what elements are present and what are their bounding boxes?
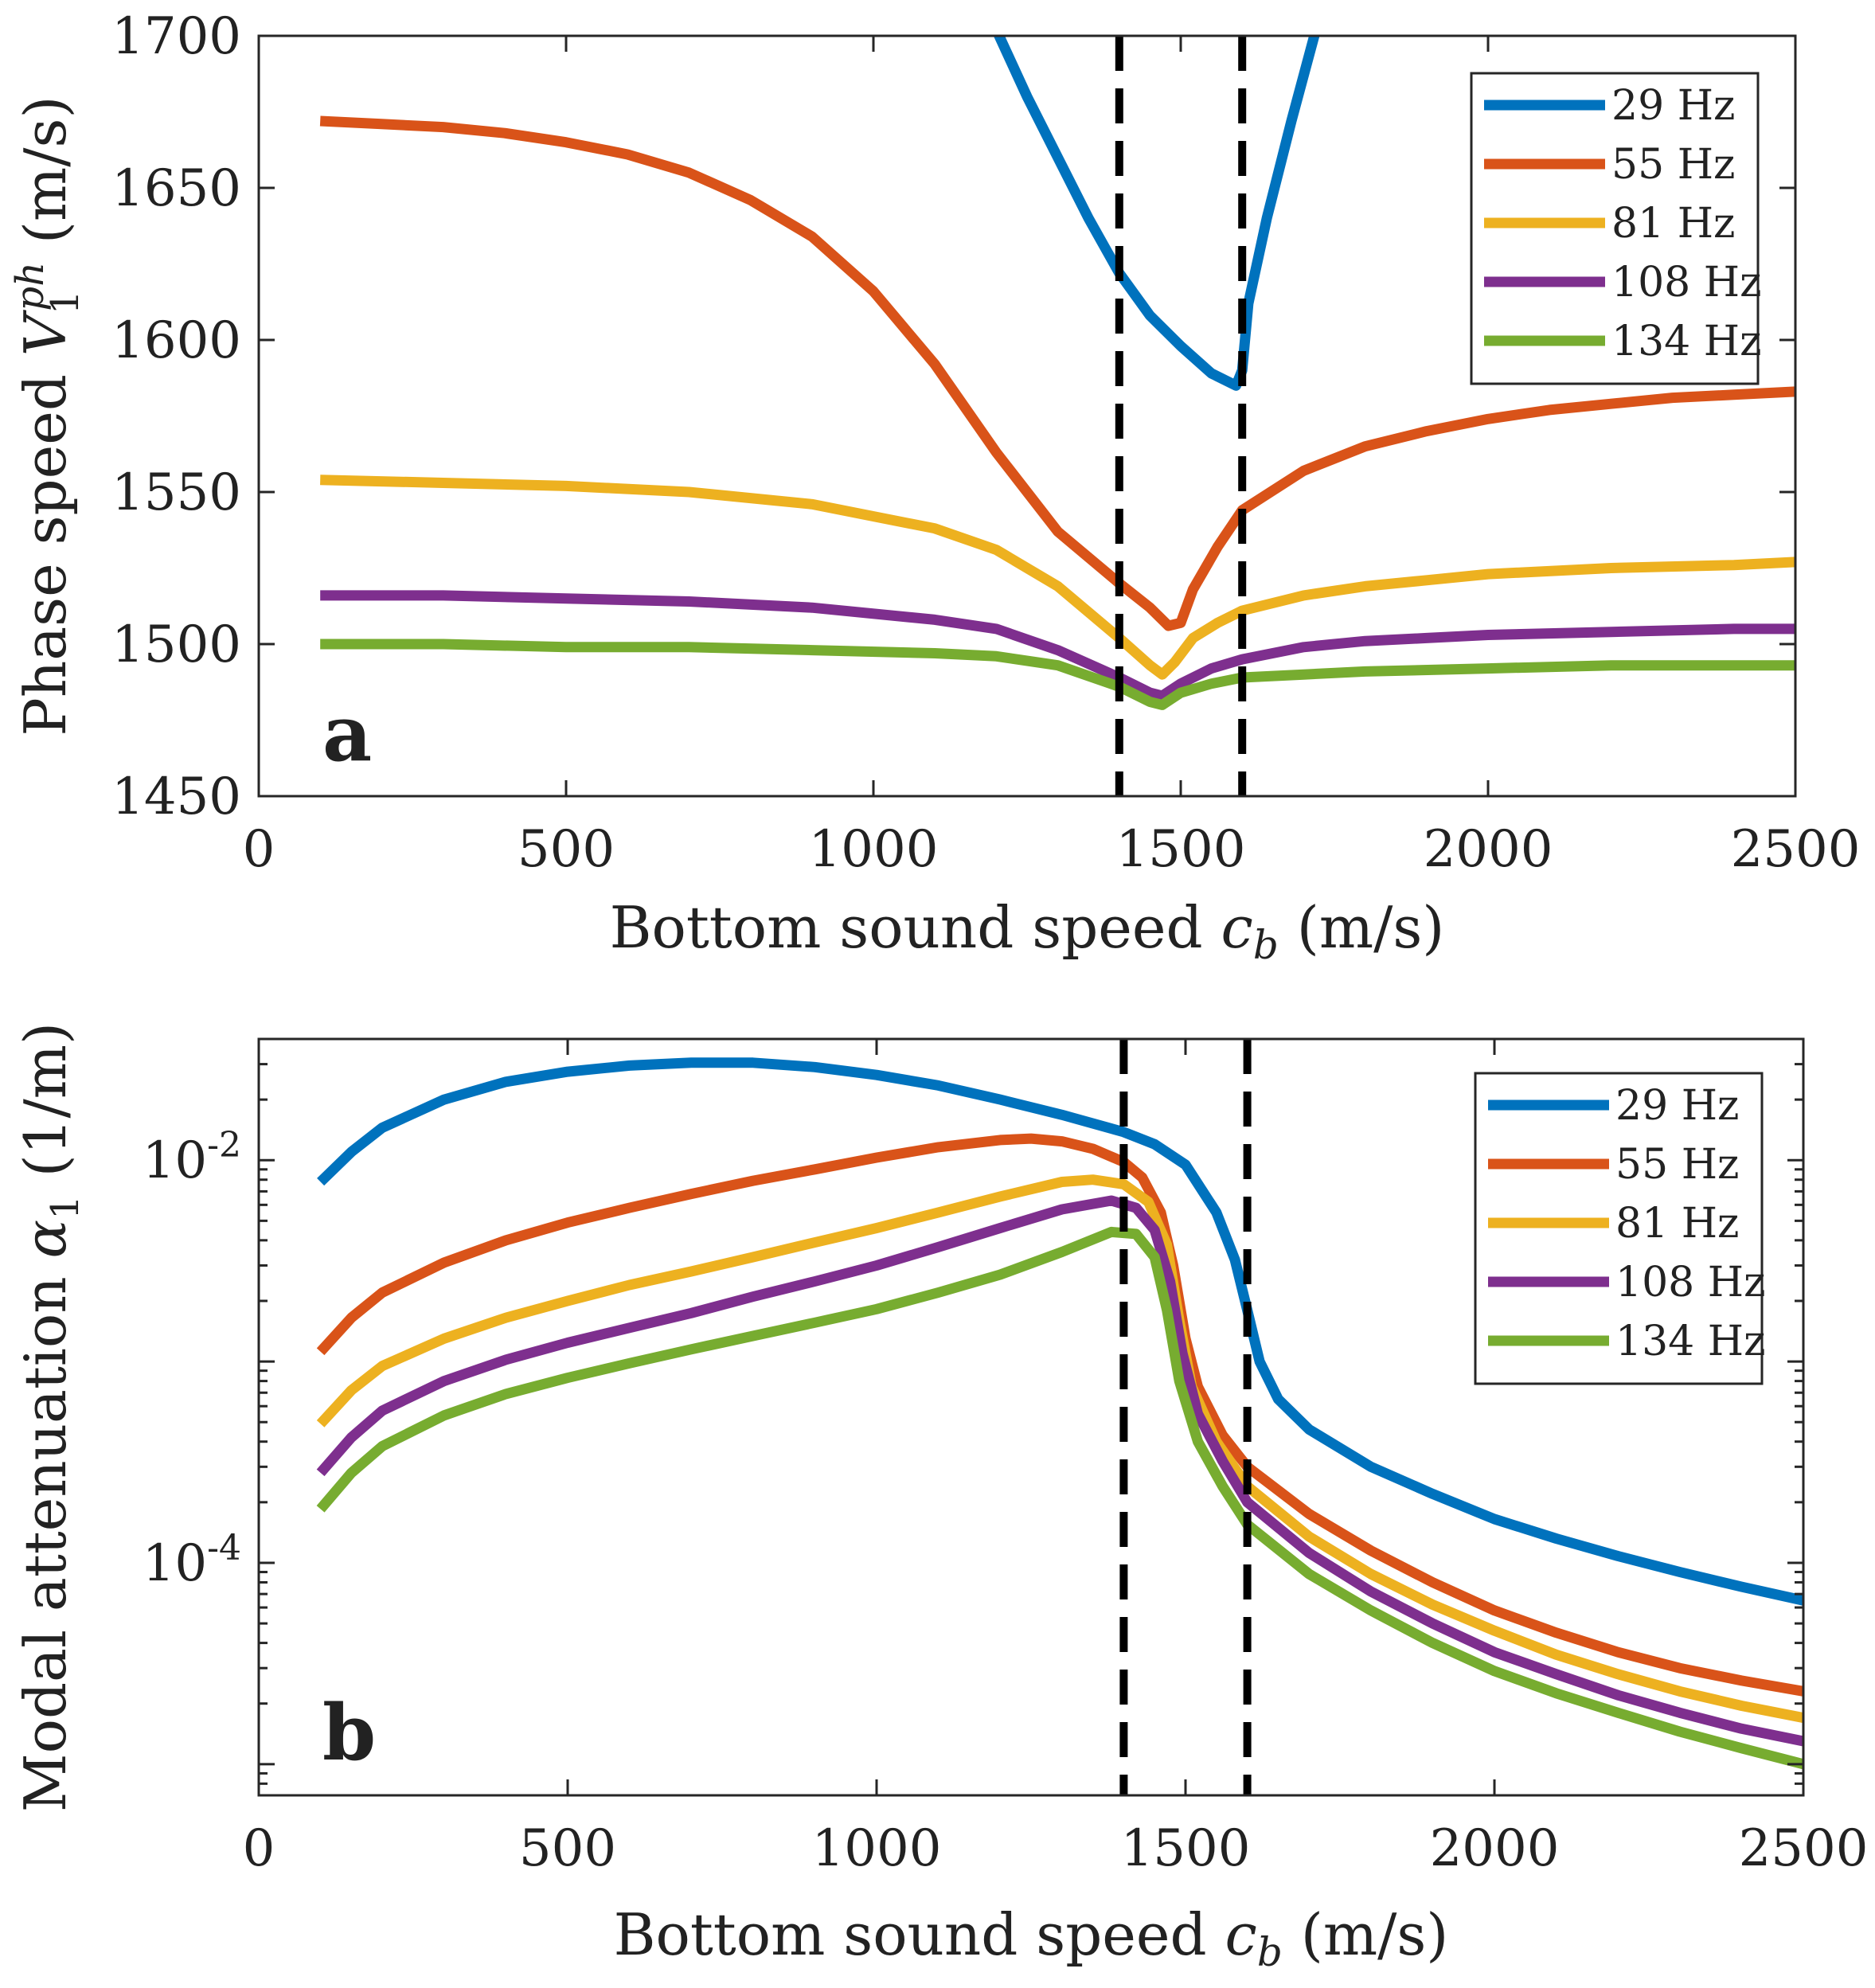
series-line-134-hz [316, 1226, 1803, 1770]
axes-box [257, 34, 1797, 798]
series-line-29-hz [993, 36, 1320, 391]
plot-area [319, 36, 1795, 710]
series-line-134-hz [320, 639, 1795, 710]
legend: 29 Hz 55 Hz 81 Hz 108 Hz 134 Hz [1470, 72, 1762, 385]
series-line-81-hz [316, 1174, 1803, 1723]
x-tick-label: 500 [518, 820, 615, 879]
x-tick-label: 2500 [1739, 1819, 1869, 1878]
y-axis-title: Phase speed V1ph (m/s) [8, 96, 88, 736]
x-tick-label: 1500 [1121, 1819, 1251, 1878]
panel-letter: a [322, 689, 372, 779]
legend-label: 108 Hz [1615, 1259, 1766, 1306]
y-tick-label: 1500 [111, 615, 241, 674]
legend: 29 Hz 55 Hz 81 Hz 108 Hz 134 Hz [1474, 1072, 1766, 1385]
axes-box [257, 1037, 1805, 1797]
y-axis-title: Modal attenuation α1 (1/m) [12, 1022, 88, 1812]
x-tick-label: 2000 [1424, 820, 1553, 879]
x-tick-label: 500 [519, 1819, 616, 1878]
chart-panel-a: 0 500 1000 1500 2000 2500 1450 1500 1550 1600 1650… [8, 7, 1860, 968]
x-tick-label: 1000 [809, 820, 939, 879]
x-tick-label: 1500 [1116, 820, 1246, 879]
series-line-108-hz [320, 590, 1795, 701]
legend-label: 29 Hz [1611, 82, 1735, 130]
legend-box [1474, 1072, 1764, 1385]
y-tick-label: 1650 [111, 159, 241, 218]
x-tick-label: 2000 [1430, 1819, 1560, 1878]
legend-label: 134 Hz [1611, 318, 1762, 365]
legend-label: 55 Hz [1611, 141, 1735, 189]
legend-box [1470, 72, 1760, 385]
legend-label: 134 Hz [1615, 1318, 1766, 1365]
series-line-108-hz [316, 1195, 1803, 1747]
legend-label: 108 Hz [1611, 259, 1762, 307]
chart-panel-b: 0 500 1000 1500 2000 2500 10-4 10-2 Bottom sound… [12, 1022, 1868, 1975]
legend-label: 29 Hz [1615, 1082, 1739, 1130]
x-axis-title: Bottom sound speed cb (m/s) [610, 894, 1445, 968]
legend-label: 81 Hz [1615, 1200, 1739, 1248]
x-axis-title: Bottom sound speed cb (m/s) [614, 1901, 1449, 1975]
legend-label: 55 Hz [1615, 1141, 1739, 1189]
y-tick-label: 1700 [111, 7, 241, 66]
legend-label: 81 Hz [1611, 200, 1735, 248]
y-tick-label: 10-4 [143, 1528, 241, 1593]
x-tick-label: 2500 [1731, 820, 1861, 879]
y-tick-label: 1450 [111, 767, 241, 826]
series-line-29-hz [317, 1057, 1803, 1606]
series-line-81-hz [320, 475, 1795, 680]
series-line-55-hz [319, 115, 1795, 631]
x-tick-label: 0 [243, 1819, 275, 1878]
y-tick-label: 1600 [111, 311, 241, 370]
y-tick-label: 10-2 [143, 1125, 241, 1190]
x-tick-label: 1000 [812, 1819, 942, 1878]
x-tick-label: 0 [243, 820, 275, 879]
panel-letter: b [322, 1688, 376, 1778]
y-tick-label: 1550 [111, 463, 241, 522]
